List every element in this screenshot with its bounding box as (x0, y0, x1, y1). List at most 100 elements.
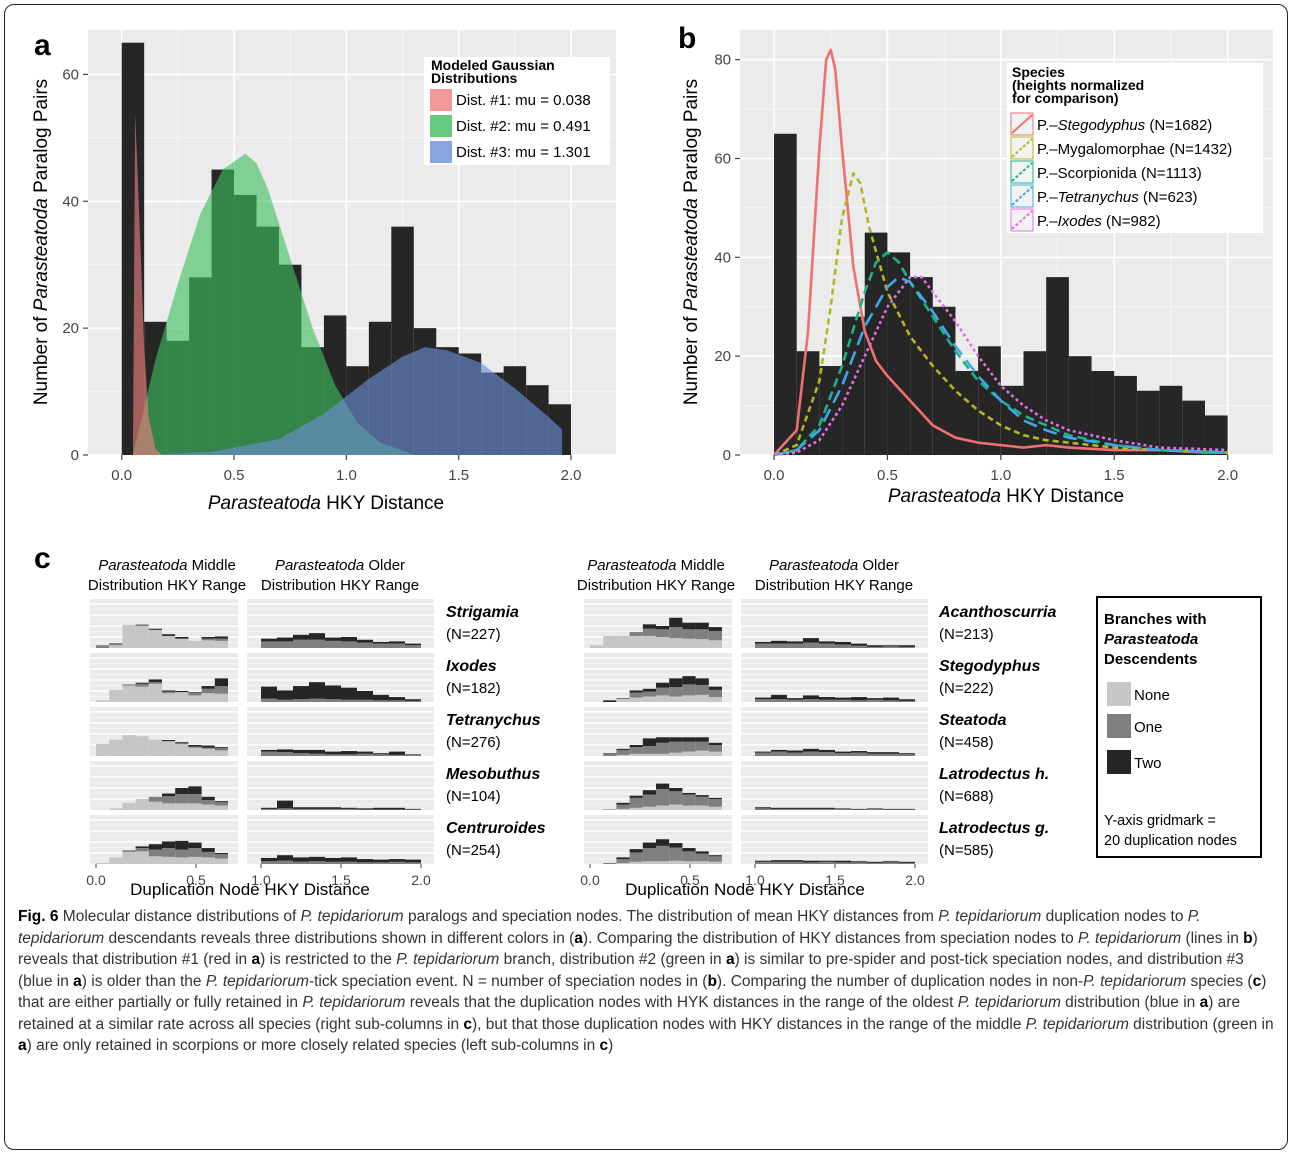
panel-c-stacked-bar-segment (214, 638, 228, 641)
panel-b-x-tick-label: 0.5 (877, 467, 898, 484)
caption-segment: P. tepidariorum (1078, 929, 1182, 947)
panel-b-histogram-bar (1136, 390, 1160, 455)
legend-label-two: Two (1134, 755, 1162, 772)
caption-segment: P. tepidariorum (938, 908, 1042, 925)
panel-c-species-name: Latrodectus h. (939, 766, 1049, 783)
caption-segment: ) that are either partially or fully ret… (18, 972, 1267, 1012)
panel-c-stacked-bar-segment (261, 686, 277, 699)
panel-c-stacked-bar-segment (162, 741, 176, 756)
panel-c-facet-background (741, 653, 928, 702)
panel-c-stacked-bar-segment (851, 809, 867, 810)
panel-b-x-axis-label: Parasteatoda HKY Distance (888, 486, 1124, 507)
panel-c-stacked-bar-segment (642, 688, 656, 692)
panel-c-stacked-bar-segment (708, 697, 722, 702)
panel-c-stacked-bar-segment (616, 754, 630, 756)
panel-c-stacked-bar-segment (867, 699, 883, 702)
panel-a-legend-swatch (430, 89, 452, 111)
panel-c-stacked-bar-segment (309, 753, 325, 756)
panel-c-stacked-bar-segment (122, 735, 136, 756)
panel-c-stacked-bar-segment (656, 839, 670, 846)
col-header-middle-right: Parasteatoda Middle (587, 557, 725, 574)
panel-c-species-name: Steatoda (939, 712, 1007, 729)
panel-c-x-tick-label: 0.0 (580, 872, 600, 888)
panel-c-stacked-bar-segment (695, 622, 709, 630)
panel-c-stacked-bar-segment (835, 808, 851, 810)
panel-c-stacked-bar-segment (851, 808, 867, 810)
panel-b-y-tick-label: 80 (714, 52, 731, 69)
panel-c-stacked-bar-segment (669, 860, 683, 864)
caption-segment: reveals that the duplication nodes with … (405, 994, 958, 1011)
panel-c-stacked-bar-segment (135, 851, 149, 864)
panel-c-stacked-bar-segment (835, 751, 851, 754)
panel-c-stacked-bar-segment (656, 789, 670, 806)
panel-c-stacked-bar-segment (708, 742, 722, 745)
panel-label-b: b (678, 22, 696, 55)
panel-c-stacked-bar-segment (629, 635, 643, 648)
panel-c-stacked-bar-segment (214, 853, 228, 855)
panel-c-stacked-bar-segment (695, 629, 709, 640)
panel-c-stacked-bar-segment (188, 794, 202, 804)
panel-c-stacked-bar-segment (656, 637, 670, 648)
panel-c: Parasteatoda Middle Distribution HKY Ran… (86, 557, 1262, 899)
panel-c-stacked-bar-segment (883, 861, 899, 863)
panel-c-stacked-bar-segment (787, 699, 803, 702)
panel-c-stacked-bar-segment (122, 624, 136, 648)
panel-c-facet-background (741, 815, 928, 864)
panel-c-species-name: Tetranychus (446, 712, 541, 729)
figure-caption: Fig. 6 Molecular distance distributions … (18, 906, 1274, 1057)
panel-b-legend-label: P.–Ixodes (N=982) (1037, 213, 1161, 230)
panel-c-stacked-bar-segment (682, 737, 696, 742)
panel-c-stacked-bar-segment (214, 802, 228, 806)
panel-c-stacked-bar-segment (325, 754, 341, 756)
panel-c-stacked-bar-segment (373, 753, 389, 755)
panel-a: 0.0 0.5 1.0 1.5 2.0 0 20 40 60 Parasteatoda HKY … (31, 30, 616, 514)
panel-c-stacked-bar-segment (590, 645, 604, 648)
panel-b-histogram-bar (1091, 370, 1115, 455)
panel-c-stacked-bar-segment (148, 849, 162, 857)
panel-c-stacked-bar-segment (669, 627, 683, 639)
panel-c-stacked-bar-segment (214, 858, 228, 864)
panel-c-stacked-bar-segment (883, 753, 899, 756)
panel-c-stacked-bar-segment (851, 697, 867, 701)
panel-c-stacked-bar-segment (682, 848, 696, 852)
panel-c-stacked-bar-segment (755, 861, 771, 864)
panel-c-stacked-bar-segment (201, 747, 215, 749)
panel-c-stacked-bar-segment (188, 745, 202, 747)
panel-b-histogram-bar (1182, 400, 1205, 455)
panel-c-stacked-bar-segment (682, 805, 696, 810)
panel-b-histogram-bar (978, 346, 1001, 455)
panel-c-stacked-bar-segment (771, 751, 787, 756)
panel-b-histogram-bar (1023, 351, 1047, 455)
panel-b-legend-box (1007, 63, 1263, 233)
panel-c-stacked-bar-segment (261, 641, 277, 648)
col-header-middle-left: Parasteatoda Middle (98, 557, 236, 574)
panel-c-stacked-bar-segment (148, 682, 162, 684)
panel-a-gaussian-area-3 (144, 347, 563, 455)
panel-c-stacked-bar-segment (373, 862, 389, 864)
panel-c-stacked-bar-segment (175, 742, 189, 744)
panel-c-stacked-bar-segment (669, 788, 683, 792)
panel-c-stacked-bar-segment (309, 698, 325, 702)
panel-c-stacked-bar-segment (642, 738, 656, 747)
panel-a-legend-title: Modeled Gaussian (431, 57, 555, 73)
panel-c-stacked-bar-segment (135, 736, 149, 756)
panel-c-stacked-bar-segment (629, 745, 643, 748)
panel-c-stacked-bar-segment (357, 862, 373, 864)
panel-c-stacked-bar-segment (405, 700, 421, 702)
panel-c-stacked-bar-segment (603, 809, 617, 810)
panel-c-stacked-bar-segment (162, 740, 176, 742)
panel-c-stacked-bar-segment (373, 809, 389, 810)
panel-c-stacked-bar-segment (201, 800, 215, 805)
panel-c-stacked-bar-segment (851, 645, 867, 648)
panel-a-gaussian-area-2 (132, 153, 414, 455)
panel-c-stacked-bar-segment (357, 809, 373, 810)
panel-c-stacked-bar-segment (708, 686, 722, 690)
panel-b-histogram-bar (842, 316, 865, 455)
panel-c-stacked-bar-segment (883, 645, 899, 647)
caption-fig-label: Fig. 6 (18, 908, 59, 925)
panel-c-stacked-bar-segment (277, 749, 293, 753)
panel-c-stacked-bar-segment (616, 802, 630, 805)
panel-c-stacked-bar-segment (642, 790, 656, 795)
panel-c-stacked-bar-segment (214, 801, 228, 803)
panel-c-stacked-bar-segment (389, 807, 405, 810)
